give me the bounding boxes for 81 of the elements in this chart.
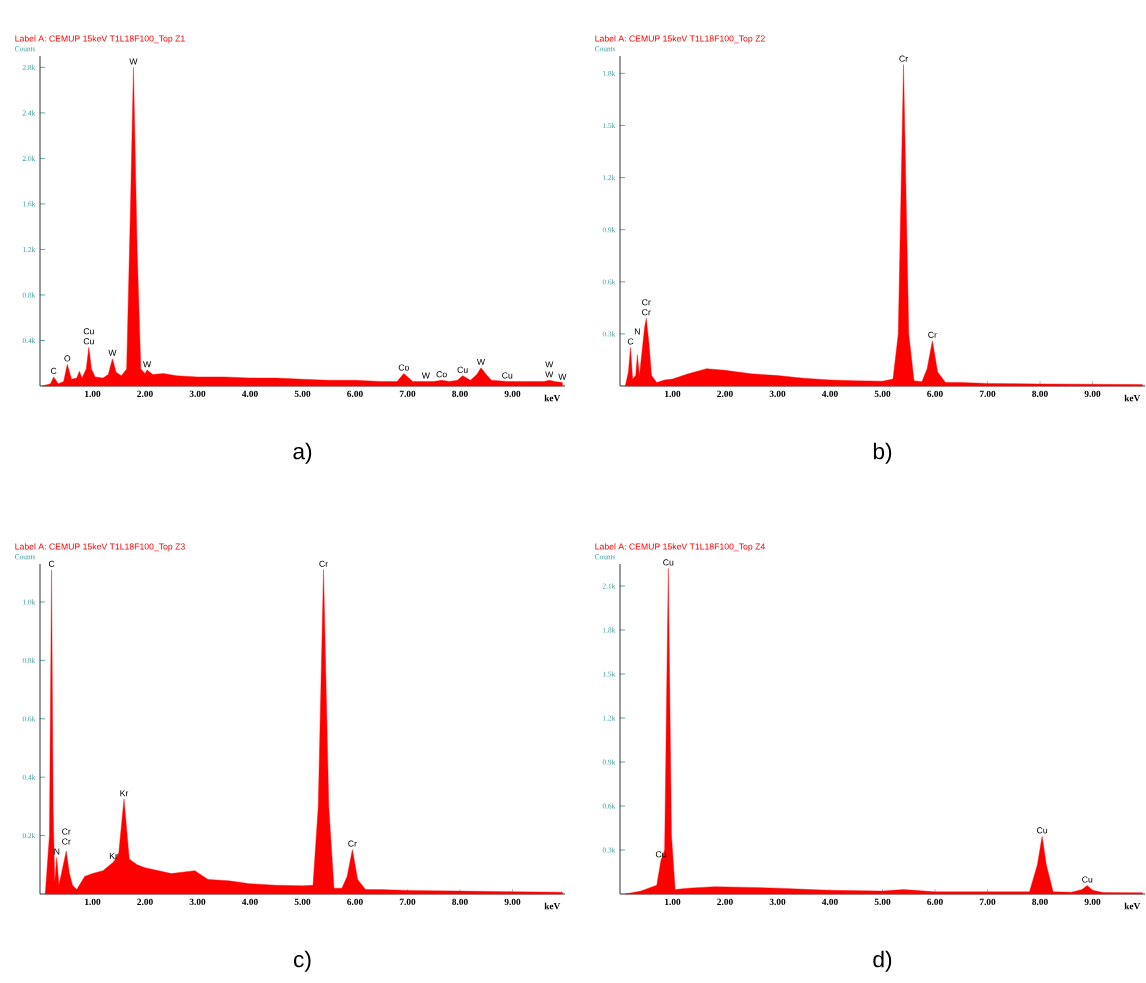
annotation: Cr — [348, 840, 357, 847]
x-tick-label: 1.00 — [85, 390, 101, 398]
x-tick-label: 4.00 — [821, 898, 838, 906]
x-tick-label: 4.00 — [241, 898, 258, 906]
x-tick-label: 6.00 — [347, 898, 363, 906]
annotation: W — [143, 361, 152, 368]
x-axis-title: keV — [1124, 902, 1141, 910]
x-tick-label: 7.00 — [979, 390, 996, 398]
x-tick-label: 8.00 — [1032, 390, 1048, 398]
annotation: Kr — [109, 852, 118, 859]
x-tick-label: 8.00 — [1032, 898, 1048, 906]
x-axis-title: keV — [544, 394, 561, 402]
x-tick-label: 3.00 — [189, 898, 206, 906]
x-tick-label: 9.00 — [504, 898, 521, 906]
x-tick-label: 2.00 — [137, 390, 153, 398]
x-tick-label: 8.00 — [452, 898, 468, 906]
annotation: C — [48, 560, 55, 567]
x-tick-label: 1.00 — [665, 898, 681, 906]
text: c) — [294, 950, 311, 972]
x-tick-label: 2.00 — [717, 390, 733, 398]
annotation: Cu — [1037, 827, 1048, 834]
chart-title: Label A: CEMUP 15keV T1L18F100_Top Z4 — [595, 543, 765, 552]
annotation: W — [558, 373, 567, 380]
x-tick-label: 7.00 — [399, 390, 416, 398]
text: a) — [293, 442, 312, 464]
annotation: Cr — [899, 55, 908, 62]
x-tick-label: 6.00 — [927, 898, 943, 906]
chart-title: Label A: CEMUP 15keV T1L18F100_Top Z1 — [15, 35, 185, 44]
annotation: Cr — [62, 838, 71, 845]
annotation: W — [476, 358, 486, 365]
annotation: C — [50, 367, 57, 374]
x-tick-label: 1.00 — [665, 390, 681, 398]
x-tick-label: 5.00 — [294, 898, 311, 906]
x-axis-title: keV — [1124, 394, 1141, 402]
annotation: C — [627, 338, 634, 345]
x-axis-title: keV — [544, 902, 561, 910]
x-tick-label: 3.00 — [769, 390, 786, 398]
annotation: Cr — [642, 309, 651, 316]
annotation: Cu — [83, 328, 94, 335]
annotation: Cr — [928, 331, 937, 338]
annotation: Cu — [663, 559, 674, 566]
x-tick-label: 3.00 — [769, 898, 786, 906]
x-tick-label: 5.00 — [874, 390, 891, 398]
text: b) — [873, 442, 892, 464]
annotation: Co — [436, 371, 447, 378]
annotation: Cu — [1082, 876, 1093, 883]
annotation: N — [54, 848, 60, 855]
annotation: W — [421, 372, 430, 379]
annotation: Cr — [642, 299, 651, 306]
annotation: Kr — [120, 790, 129, 797]
annotation: Cr — [62, 828, 71, 835]
x-tick-label: 9.00 — [1084, 898, 1101, 906]
x-tick-label: 1.00 — [85, 898, 101, 906]
annotation: Cu — [502, 372, 513, 379]
text: d) — [873, 950, 892, 972]
annotation: Cu — [83, 338, 94, 345]
x-tick-label: 9.00 — [1084, 390, 1101, 398]
x-tick-label: 8.00 — [452, 390, 468, 398]
annotation: W — [108, 349, 117, 356]
chart-title: Label A: CEMUP 15keV T1L18F100_Top Z2 — [595, 35, 765, 44]
x-tick-label: 7.00 — [979, 898, 996, 906]
annotation: O — [64, 355, 71, 362]
x-tick-label: 4.00 — [821, 390, 838, 398]
x-tick-label: 6.00 — [927, 390, 943, 398]
x-tick-label: 4.00 — [241, 390, 258, 398]
annotation: Co — [398, 364, 409, 371]
annotation: Cu — [457, 366, 468, 373]
annotation: N — [634, 328, 640, 335]
annotation: Cr — [319, 560, 328, 567]
x-tick-label: 5.00 — [874, 898, 891, 906]
x-tick-label: 6.00 — [347, 390, 363, 398]
annotation: W — [129, 58, 138, 65]
x-tick-label: 2.00 — [137, 898, 153, 906]
annotation: W — [545, 371, 554, 378]
chart-title: Label A: CEMUP 15keV T1L18F100_Top Z3 — [15, 543, 185, 552]
x-tick-label: 7.00 — [399, 898, 416, 906]
annotation: W — [545, 361, 554, 368]
x-tick-label: 2.00 — [717, 898, 733, 906]
x-tick-label: 3.00 — [189, 390, 206, 398]
x-tick-label: 5.00 — [294, 390, 311, 398]
x-tick-label: 9.00 — [504, 390, 521, 398]
